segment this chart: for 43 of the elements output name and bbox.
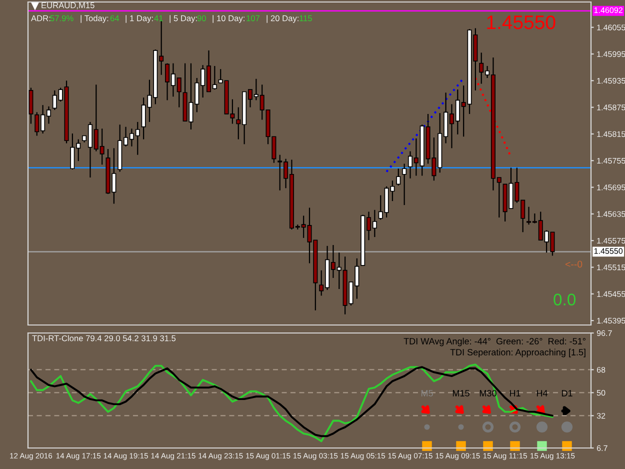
annotation: 41: [154, 15, 163, 22]
y-tick-label: 96.7: [596, 330, 612, 336]
y-tick-label: 1.45875: [597, 104, 625, 110]
y-tick-label: 6.7: [596, 445, 608, 451]
ref-line-label: 1.46092: [594, 7, 622, 14]
text: D1: [562, 390, 572, 396]
y-tick-label: 68: [596, 366, 606, 373]
y-tick-label: 1.45515: [597, 264, 625, 270]
y-tick-label: 1.45695: [597, 184, 625, 190]
annotation: 90: [197, 15, 206, 22]
annotation: 115: [300, 15, 312, 22]
annotation: M5: [421, 390, 433, 396]
annotation: | 10 Day:: [212, 15, 244, 23]
y-tick-label: 32: [596, 412, 606, 419]
annotation: H1: [510, 390, 520, 396]
annotation: 57.9%: [50, 15, 74, 22]
annotation: 107: [246, 15, 260, 22]
annotation: H4: [536, 390, 548, 396]
annotation: | Today:: [80, 15, 108, 23]
annotation: ADR:: [31, 15, 50, 22]
annotation: | 1 Day:: [126, 15, 153, 23]
y-tick-label: 1.46055: [597, 24, 625, 30]
annotation: M15: [452, 390, 470, 396]
y-tick-label: 1.45395: [597, 318, 625, 324]
annotation: 64: [110, 15, 120, 22]
annotation: TDI Seperation: Approaching [1.5]: [450, 348, 586, 358]
annotation: 0.0: [554, 294, 576, 306]
text: <--0: [565, 260, 582, 268]
ref-line-label: 1.45550: [594, 248, 623, 254]
annotation: TDI WAvg Angle: -44° Green: -26° Red: -51°: [404, 338, 586, 346]
y-tick-label: 50: [596, 390, 606, 396]
y-tick-label: 1.45755: [597, 158, 625, 164]
y-tick-label: 1.45815: [597, 131, 625, 137]
y-tick-label: 1.45455: [597, 291, 625, 297]
annotation: 1.45550: [487, 15, 556, 30]
y-tick-label: 1.45995: [597, 51, 625, 57]
y-tick-label: 1.45635: [597, 211, 625, 217]
annotation: | 5 Day:: [170, 15, 197, 23]
chart-title: EURAUD,M15: [42, 2, 94, 10]
y-tick-label: 1.45935: [597, 78, 625, 84]
annotation: | 20 Day:: [266, 15, 298, 23]
y-tick-label: 1.45575: [597, 238, 625, 244]
chart-title: TDI-RT-Clone 79.4 29.0 54.2 31.9 31.5: [32, 335, 176, 342]
